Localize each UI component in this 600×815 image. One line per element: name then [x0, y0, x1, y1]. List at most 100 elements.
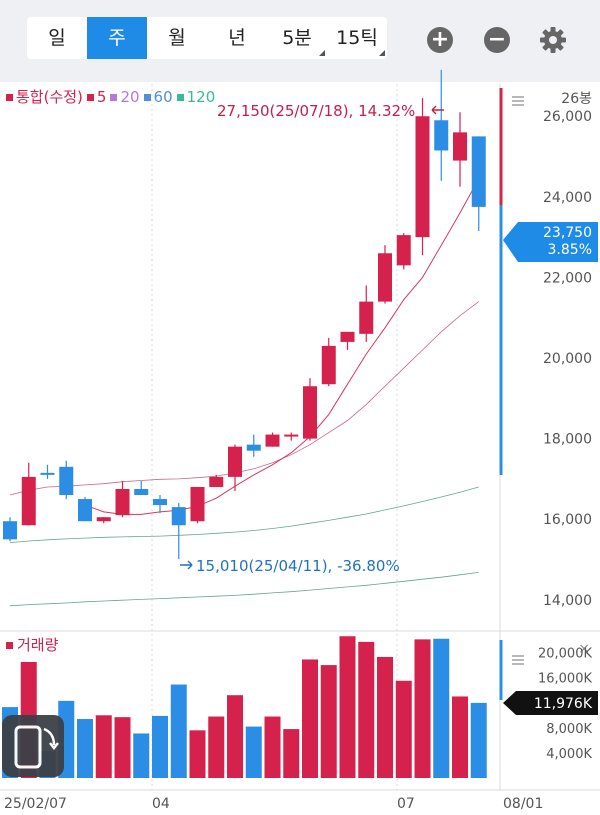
- candle-body[interactable]: [396, 235, 411, 266]
- legend-ma5: 5: [86, 87, 107, 106]
- legend-ma5-label: 5: [96, 87, 107, 106]
- close-volume-icon: ×: [578, 641, 590, 657]
- current-price-tag: [503, 222, 598, 262]
- volume-bar[interactable]: [189, 730, 206, 778]
- chart-legend: 통합(수정) 5 20 60 120: [6, 86, 215, 107]
- candle-body[interactable]: [115, 488, 130, 516]
- volume-bar[interactable]: [452, 696, 468, 778]
- tab-5min[interactable]: 5분: [267, 17, 327, 59]
- date-label: 07: [397, 796, 415, 812]
- volume-bar[interactable]: [77, 719, 93, 778]
- zoom-out-button[interactable]: −: [484, 27, 510, 53]
- volume-bar[interactable]: [245, 726, 262, 778]
- toolbar: 일 주 월 년 5분 15틱 + −: [0, 0, 600, 78]
- tab-15tick-label: 15틱: [336, 27, 378, 49]
- candle-body[interactable]: [209, 476, 224, 487]
- candle-body[interactable]: [303, 386, 317, 439]
- candle-body[interactable]: [321, 345, 336, 385]
- volume-tick-label: 16,000K: [538, 672, 592, 687]
- candle-body[interactable]: [471, 136, 486, 207]
- volume-bar[interactable]: [414, 639, 431, 778]
- candle-body[interactable]: [171, 507, 186, 526]
- candle-body[interactable]: [246, 444, 261, 451]
- candle-body[interactable]: [21, 476, 36, 526]
- volume-bar[interactable]: [320, 665, 337, 778]
- volume-bar[interactable]: [152, 715, 168, 778]
- price-tick-label: 14,000: [543, 593, 592, 609]
- volume-bar[interactable]: [377, 656, 393, 778]
- volume-bar[interactable]: [302, 659, 318, 778]
- current-volume-label: 11,976K: [534, 696, 593, 712]
- candle-body[interactable]: [96, 517, 111, 522]
- bar-count-label: 26봉: [561, 91, 592, 107]
- legend-ma20: 20: [110, 87, 140, 106]
- volume-tick-label: 4,000K: [546, 747, 592, 762]
- legend-ma60-label: 60: [153, 87, 173, 106]
- volume-bar[interactable]: [264, 716, 281, 778]
- candle-body[interactable]: [340, 331, 355, 342]
- volume-bar[interactable]: [114, 717, 131, 778]
- candle-body[interactable]: [40, 472, 55, 475]
- candle-body[interactable]: [284, 434, 299, 437]
- candle-body[interactable]: [134, 488, 149, 496]
- candle-body[interactable]: [453, 132, 467, 161]
- period-tabs: 일 주 월 년 5분 15틱: [27, 17, 387, 59]
- legend-main: 통합(수정): [6, 86, 83, 107]
- low-annotation-label: 15,010(25/04/11), -36.80%: [196, 557, 400, 575]
- current-volume-tag: [503, 691, 598, 715]
- volume-bar[interactable]: [283, 729, 300, 778]
- date-label: 08/01: [503, 796, 543, 812]
- volume-bar[interactable]: [339, 636, 356, 778]
- tab-15tick[interactable]: 15틱: [327, 17, 387, 59]
- candle-body[interactable]: [228, 446, 242, 477]
- legend-main-label: 통합(수정): [16, 88, 83, 106]
- volume-bar[interactable]: [208, 716, 225, 778]
- date-label: 25/02/07: [4, 796, 67, 812]
- candle-body[interactable]: [190, 486, 205, 522]
- volume-bar[interactable]: [170, 684, 187, 778]
- candle-body[interactable]: [434, 120, 449, 151]
- volume-bar[interactable]: [133, 733, 150, 778]
- ma20-line: [9, 301, 480, 496]
- tab-year[interactable]: 년: [228, 27, 246, 49]
- dropdown-corner-icon: [379, 50, 385, 56]
- plus-icon: +: [430, 27, 450, 52]
- zoom-in-button[interactable]: +: [427, 27, 453, 53]
- legend-ma120-label: 120: [186, 87, 216, 106]
- volume-bar[interactable]: [470, 702, 487, 778]
- candle-body[interactable]: [378, 253, 392, 302]
- tab-month[interactable]: 월: [168, 27, 186, 49]
- volume-bar[interactable]: [227, 695, 243, 778]
- candle-body[interactable]: [78, 499, 92, 522]
- candle-body[interactable]: [59, 466, 74, 496]
- candle-body[interactable]: [415, 116, 430, 238]
- volume-bar[interactable]: [395, 680, 412, 778]
- candle-body[interactable]: [359, 301, 374, 334]
- volume-bar[interactable]: [433, 638, 450, 778]
- price-tick-label: 16,000: [543, 512, 592, 528]
- legend-ma120: 120: [176, 87, 216, 106]
- legend-ma20-label: 20: [120, 87, 140, 106]
- volume-bar[interactable]: [358, 641, 375, 778]
- ma120-line: [9, 572, 479, 607]
- tab-week[interactable]: 주: [87, 17, 147, 59]
- date-label: 04: [152, 796, 170, 812]
- current-change-label: 3.85%: [548, 242, 592, 258]
- price-tick-label: 20,000: [543, 351, 592, 367]
- price-tick-label: 18,000: [543, 432, 592, 448]
- volume-bar[interactable]: [95, 715, 112, 778]
- rotate-screen-button[interactable]: [2, 715, 64, 777]
- tab-day[interactable]: 일: [48, 27, 66, 49]
- rotate-icon: [14, 725, 59, 769]
- high-arrow-icon: [431, 105, 444, 115]
- low-arrow-icon: [180, 560, 193, 570]
- candle-body[interactable]: [153, 499, 167, 506]
- gear-icon[interactable]: [538, 25, 568, 55]
- minus-icon: −: [487, 27, 507, 52]
- volume-legend-label: 거래량: [17, 636, 59, 654]
- price-tick-label: 22,000: [543, 270, 592, 286]
- price-tick-label: 26,000: [543, 109, 592, 125]
- candle-body[interactable]: [3, 521, 17, 540]
- candle-body[interactable]: [265, 434, 280, 447]
